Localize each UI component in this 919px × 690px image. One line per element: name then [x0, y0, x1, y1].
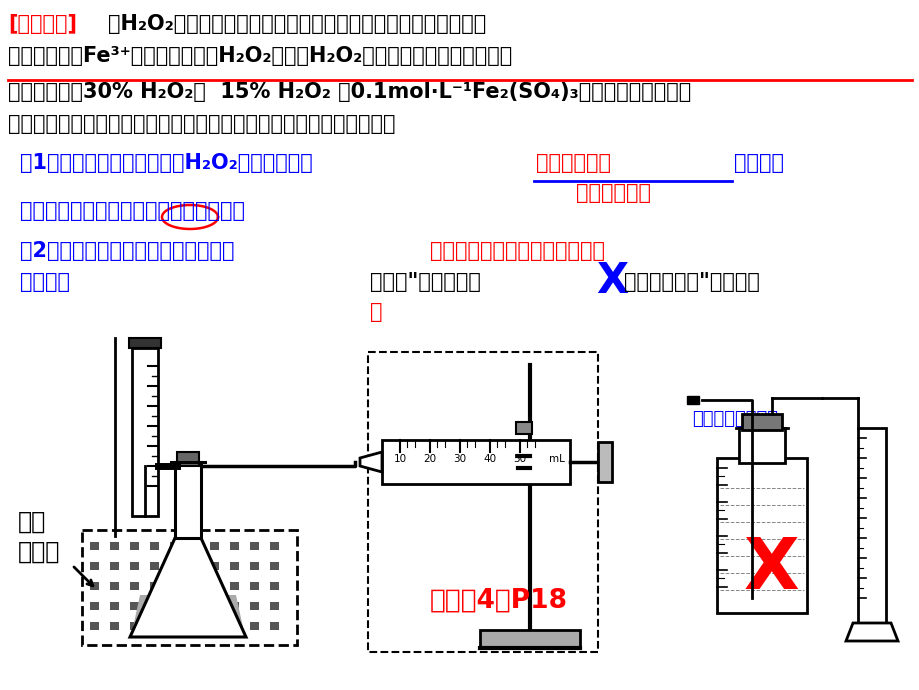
Bar: [150, 562, 159, 570]
Bar: [230, 622, 239, 630]
Bar: [130, 622, 139, 630]
Bar: [857, 428, 885, 623]
Bar: [130, 582, 139, 590]
Text: 测得的数据能直接体现反应速率大小）。: 测得的数据能直接体现反应速率大小）。: [20, 201, 244, 221]
Text: 30: 30: [453, 454, 466, 464]
Text: （要求所: （要求所: [733, 153, 783, 173]
Bar: [190, 542, 199, 550]
Bar: [210, 542, 219, 550]
Bar: [150, 542, 159, 550]
Text: （2）设计实验装置，完成下图的装置: （2）设计实验装置，完成下图的装置: [20, 241, 234, 261]
Text: 此装置是否可行？: 此装置是否可行？: [691, 410, 777, 428]
Bar: [110, 582, 119, 590]
Bar: [269, 542, 278, 550]
Bar: [250, 602, 259, 610]
Text: 示意图。: 示意图。: [20, 272, 70, 292]
Bar: [176, 452, 199, 466]
Bar: [230, 582, 239, 590]
Bar: [210, 582, 219, 590]
Polygon shape: [845, 623, 897, 641]
Bar: [150, 582, 159, 590]
Text: 20: 20: [423, 454, 437, 464]
Bar: [90, 562, 99, 570]
Bar: [210, 622, 219, 630]
Text: 恒温: 恒温: [18, 510, 46, 534]
Text: mL: mL: [549, 454, 564, 464]
Bar: [716, 458, 806, 613]
Text: 思考："一定时间内: 思考："一定时间内: [369, 272, 481, 292]
Bar: [110, 602, 119, 610]
Bar: [170, 542, 179, 550]
Bar: [250, 622, 259, 630]
Bar: [686, 396, 698, 404]
Bar: [130, 602, 139, 610]
Bar: [131, 348, 158, 516]
Bar: [480, 630, 579, 648]
Bar: [210, 562, 219, 570]
Text: 《选修4》P18: 《选修4》P18: [429, 588, 567, 614]
Text: ？: ？: [369, 302, 382, 322]
Text: 双孔塞、水槽、胶管、玻璃导管、量筒、秒表、恒温水浴槽、注射器。: 双孔塞、水槽、胶管、玻璃导管、量筒、秒表、恒温水浴槽、注射器。: [8, 114, 395, 134]
Bar: [90, 602, 99, 610]
Polygon shape: [131, 595, 244, 632]
Bar: [175, 462, 200, 538]
Bar: [150, 602, 159, 610]
Bar: [190, 602, 199, 610]
Text: 集氧气的体积"是否正确: 集氧气的体积"是否正确: [623, 272, 759, 292]
Bar: [269, 562, 278, 570]
Bar: [269, 602, 278, 610]
Text: 收集相同体积: 收集相同体积: [536, 153, 610, 173]
Bar: [170, 562, 179, 570]
Bar: [516, 422, 531, 434]
Bar: [130, 542, 139, 550]
Bar: [110, 622, 119, 630]
Bar: [170, 622, 179, 630]
Bar: [250, 562, 259, 570]
Bar: [90, 582, 99, 590]
Bar: [190, 582, 199, 590]
Text: 40: 40: [482, 454, 496, 464]
Text: 氧气所需时间: 氧气所需时间: [575, 183, 651, 203]
Text: [限时训练]: [限时训练]: [8, 14, 77, 34]
Bar: [738, 428, 784, 463]
Text: 或：相同时间内收集氧气的体积: 或：相同时间内收集氧气的体积: [429, 241, 605, 261]
Bar: [210, 602, 219, 610]
Bar: [110, 542, 119, 550]
Bar: [381, 440, 570, 484]
Bar: [368, 352, 597, 652]
Bar: [170, 602, 179, 610]
Bar: [130, 562, 139, 570]
Bar: [190, 622, 199, 630]
Text: ：H₂O₂是一种绿色氧化还原试剂，在化学研究中应用广泛。某小: ：H₂O₂是一种绿色氧化还原试剂，在化学研究中应用广泛。某小: [108, 14, 486, 34]
Bar: [129, 338, 161, 348]
Text: 50: 50: [513, 454, 526, 464]
Text: 试剂与仪器：30% H₂O₂、  15% H₂O₂ 、0.1mol·L⁻¹Fe₂(SO₄)₃、蒸馏水、锥形瓶、: 试剂与仪器：30% H₂O₂、 15% H₂O₂ 、0.1mol·L⁻¹Fe₂(…: [8, 82, 690, 102]
Bar: [719, 478, 804, 608]
Bar: [150, 622, 159, 630]
Polygon shape: [359, 452, 381, 472]
Bar: [90, 622, 99, 630]
Bar: [742, 414, 781, 430]
Bar: [230, 602, 239, 610]
Text: X: X: [596, 260, 628, 302]
Bar: [230, 542, 239, 550]
Polygon shape: [130, 538, 245, 637]
Text: 水浴槽: 水浴槽: [18, 540, 61, 564]
Bar: [269, 622, 278, 630]
Bar: [230, 562, 239, 570]
Bar: [250, 582, 259, 590]
Bar: [170, 582, 179, 590]
Text: 组拟在同浓度Fe³⁺的催化下，探究H₂O₂浓度对H₂O₂分解反应速率的影响。限选: 组拟在同浓度Fe³⁺的催化下，探究H₂O₂浓度对H₂O₂分解反应速率的影响。限选: [8, 46, 512, 66]
Bar: [597, 442, 611, 482]
Bar: [190, 562, 199, 570]
Text: X: X: [743, 535, 799, 604]
Bar: [250, 542, 259, 550]
Bar: [90, 542, 99, 550]
Text: 10: 10: [393, 454, 406, 464]
Bar: [82, 530, 297, 645]
Text: （1）设计实验方案：在不同H₂O₂浓度下，测定: （1）设计实验方案：在不同H₂O₂浓度下，测定: [20, 153, 312, 173]
Bar: [269, 582, 278, 590]
Bar: [110, 562, 119, 570]
